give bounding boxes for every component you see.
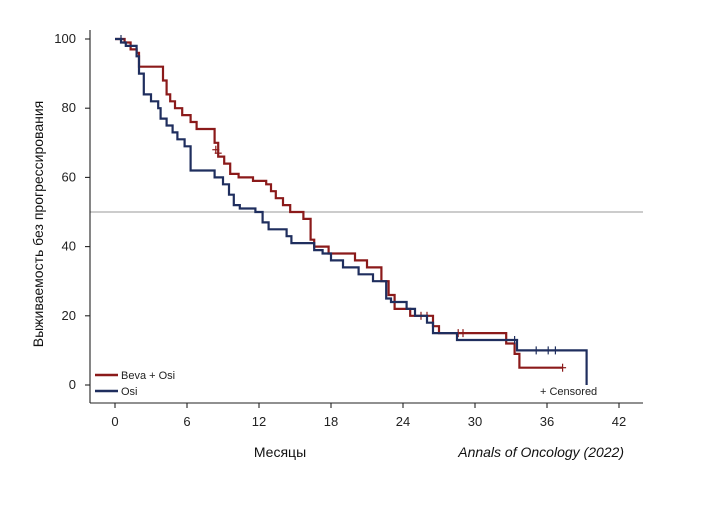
censored-note: + Censored <box>540 386 597 398</box>
x-tick-label: 18 <box>324 414 338 429</box>
legend-label: Beva + Osi <box>121 370 175 382</box>
x-axis-label: Месяцы <box>254 444 306 460</box>
series-layer <box>115 35 588 385</box>
y-tick-label: 0 <box>69 377 76 392</box>
x-tick-label: 12 <box>252 414 266 429</box>
x-tick-label: 6 <box>183 414 190 429</box>
legend: Beva + Osi Osi <box>95 370 175 398</box>
y-axis-label: Выживаемость без прогрессирования <box>30 101 46 348</box>
x-tick-label: 0 <box>111 414 118 429</box>
y-tick-label: 40 <box>62 239 76 254</box>
x-tick-label: 42 <box>612 414 626 429</box>
x-tick-label: 30 <box>468 414 482 429</box>
series-line-osi <box>115 37 588 385</box>
y-tick-label: 20 <box>62 308 76 323</box>
axes-group: 0 20 40 60 80 100 0 6 12 18 24 30 36 42 <box>54 30 643 429</box>
legend-label: Osi <box>121 386 138 398</box>
x-tick-label: 36 <box>540 414 554 429</box>
y-tick-label: 60 <box>62 169 76 184</box>
series-line-beva-osi <box>115 37 563 369</box>
y-tick-label: 80 <box>62 100 76 115</box>
y-tick-label: 100 <box>54 31 76 46</box>
source-citation: Annals of Oncology (2022) <box>457 444 624 460</box>
x-tick-label: 24 <box>396 414 410 429</box>
